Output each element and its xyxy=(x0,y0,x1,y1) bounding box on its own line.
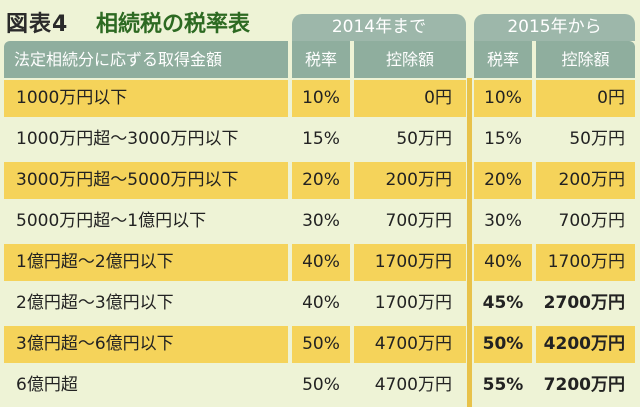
rate-2014-cell: 50% xyxy=(292,326,350,363)
rate-2015-cell: 40% xyxy=(474,244,532,281)
bracket-cell: 6億円超 xyxy=(4,367,288,404)
deduction-2015-cell: 50万円 xyxy=(536,121,635,158)
deduction-2014-cell: 50万円 xyxy=(354,121,466,158)
deduction-2014-cell: 4700万円 xyxy=(354,367,466,404)
rate-2014-cell: 10% xyxy=(292,80,350,117)
bracket-cell: 1億円超〜2億円以下 xyxy=(4,244,288,281)
bracket-cell: 3000万円超〜5000万円以下 xyxy=(4,162,288,199)
deduction-2015-cell: 200万円 xyxy=(536,162,635,199)
deduction-2015-cell: 0円 xyxy=(536,80,635,117)
deduction-2015-cell: 2700万円 xyxy=(536,285,635,322)
deduction-2014-cell: 1700万円 xyxy=(354,244,466,281)
deduction-2014-cell: 1700万円 xyxy=(354,285,466,322)
deduction-2014-cell: 0円 xyxy=(354,80,466,117)
rate-2015-cell: 30% xyxy=(474,203,532,240)
rate-2014-cell: 15% xyxy=(292,121,350,158)
group-header-2015: 2015年から xyxy=(474,14,635,41)
deduction-2015-cell: 7200万円 xyxy=(536,367,635,404)
rate-2015-cell: 45% xyxy=(474,285,532,322)
table-row: 3億円超〜6億円以下 50% 4700万円 50% 4200万円 xyxy=(0,324,640,365)
column-header-deduction-2015: 控除額 xyxy=(536,41,635,78)
table-row: 6億円超 50% 4700万円 55% 7200万円 xyxy=(0,365,640,406)
bracket-cell: 5000万円超〜1億円以下 xyxy=(4,203,288,240)
bracket-cell: 1000万円以下 xyxy=(4,80,288,117)
group-header-2014: 2014年まで xyxy=(292,14,466,41)
deduction-2014-cell: 700万円 xyxy=(354,203,466,240)
deduction-2014-cell: 200万円 xyxy=(354,162,466,199)
rate-2014-cell: 40% xyxy=(292,244,350,281)
title-bar: 図表4 相続税の税率表 2014年まで 2015年から xyxy=(0,0,640,41)
period-divider xyxy=(467,78,472,407)
rate-2014-cell: 40% xyxy=(292,285,350,322)
deduction-2015-cell: 1700万円 xyxy=(536,244,635,281)
table-row: 5000万円超〜1億円以下 30% 700万円 30% 700万円 xyxy=(0,201,640,242)
deduction-2015-cell: 4200万円 xyxy=(536,326,635,363)
table-row: 1000万円超〜3000万円以下 15% 50万円 15% 50万円 xyxy=(0,119,640,160)
column-header-bracket: 法定相続分に応ずる取得金額 xyxy=(4,41,288,78)
column-header-rate-2015: 税率 xyxy=(474,41,532,78)
rate-2015-cell: 55% xyxy=(474,367,532,404)
column-header-rate-2014: 税率 xyxy=(292,41,350,78)
rate-2015-cell: 15% xyxy=(474,121,532,158)
table-row: 1億円超〜2億円以下 40% 1700万円 40% 1700万円 xyxy=(0,242,640,283)
rate-2014-cell: 30% xyxy=(292,203,350,240)
rate-2015-cell: 20% xyxy=(474,162,532,199)
deduction-2014-cell: 4700万円 xyxy=(354,326,466,363)
bracket-cell: 2億円超〜3億円以下 xyxy=(4,285,288,322)
deduction-2015-cell: 700万円 xyxy=(536,203,635,240)
figure-label: 図表4 xyxy=(6,12,69,37)
table-row: 1000万円以下 10% 0円 10% 0円 xyxy=(0,78,640,119)
table-title: 相続税の税率表 xyxy=(96,12,251,37)
rate-2015-cell: 10% xyxy=(474,80,532,117)
column-header-deduction-2014: 控除額 xyxy=(354,41,466,78)
rate-2014-cell: 20% xyxy=(292,162,350,199)
table-row: 2億円超〜3億円以下 40% 1700万円 45% 2700万円 xyxy=(0,283,640,324)
bracket-cell: 1000万円超〜3000万円以下 xyxy=(4,121,288,158)
rate-2014-cell: 50% xyxy=(292,367,350,404)
rate-2015-cell: 50% xyxy=(474,326,532,363)
bracket-cell: 3億円超〜6億円以下 xyxy=(4,326,288,363)
table-row: 3000万円超〜5000万円以下 20% 200万円 20% 200万円 xyxy=(0,160,640,201)
